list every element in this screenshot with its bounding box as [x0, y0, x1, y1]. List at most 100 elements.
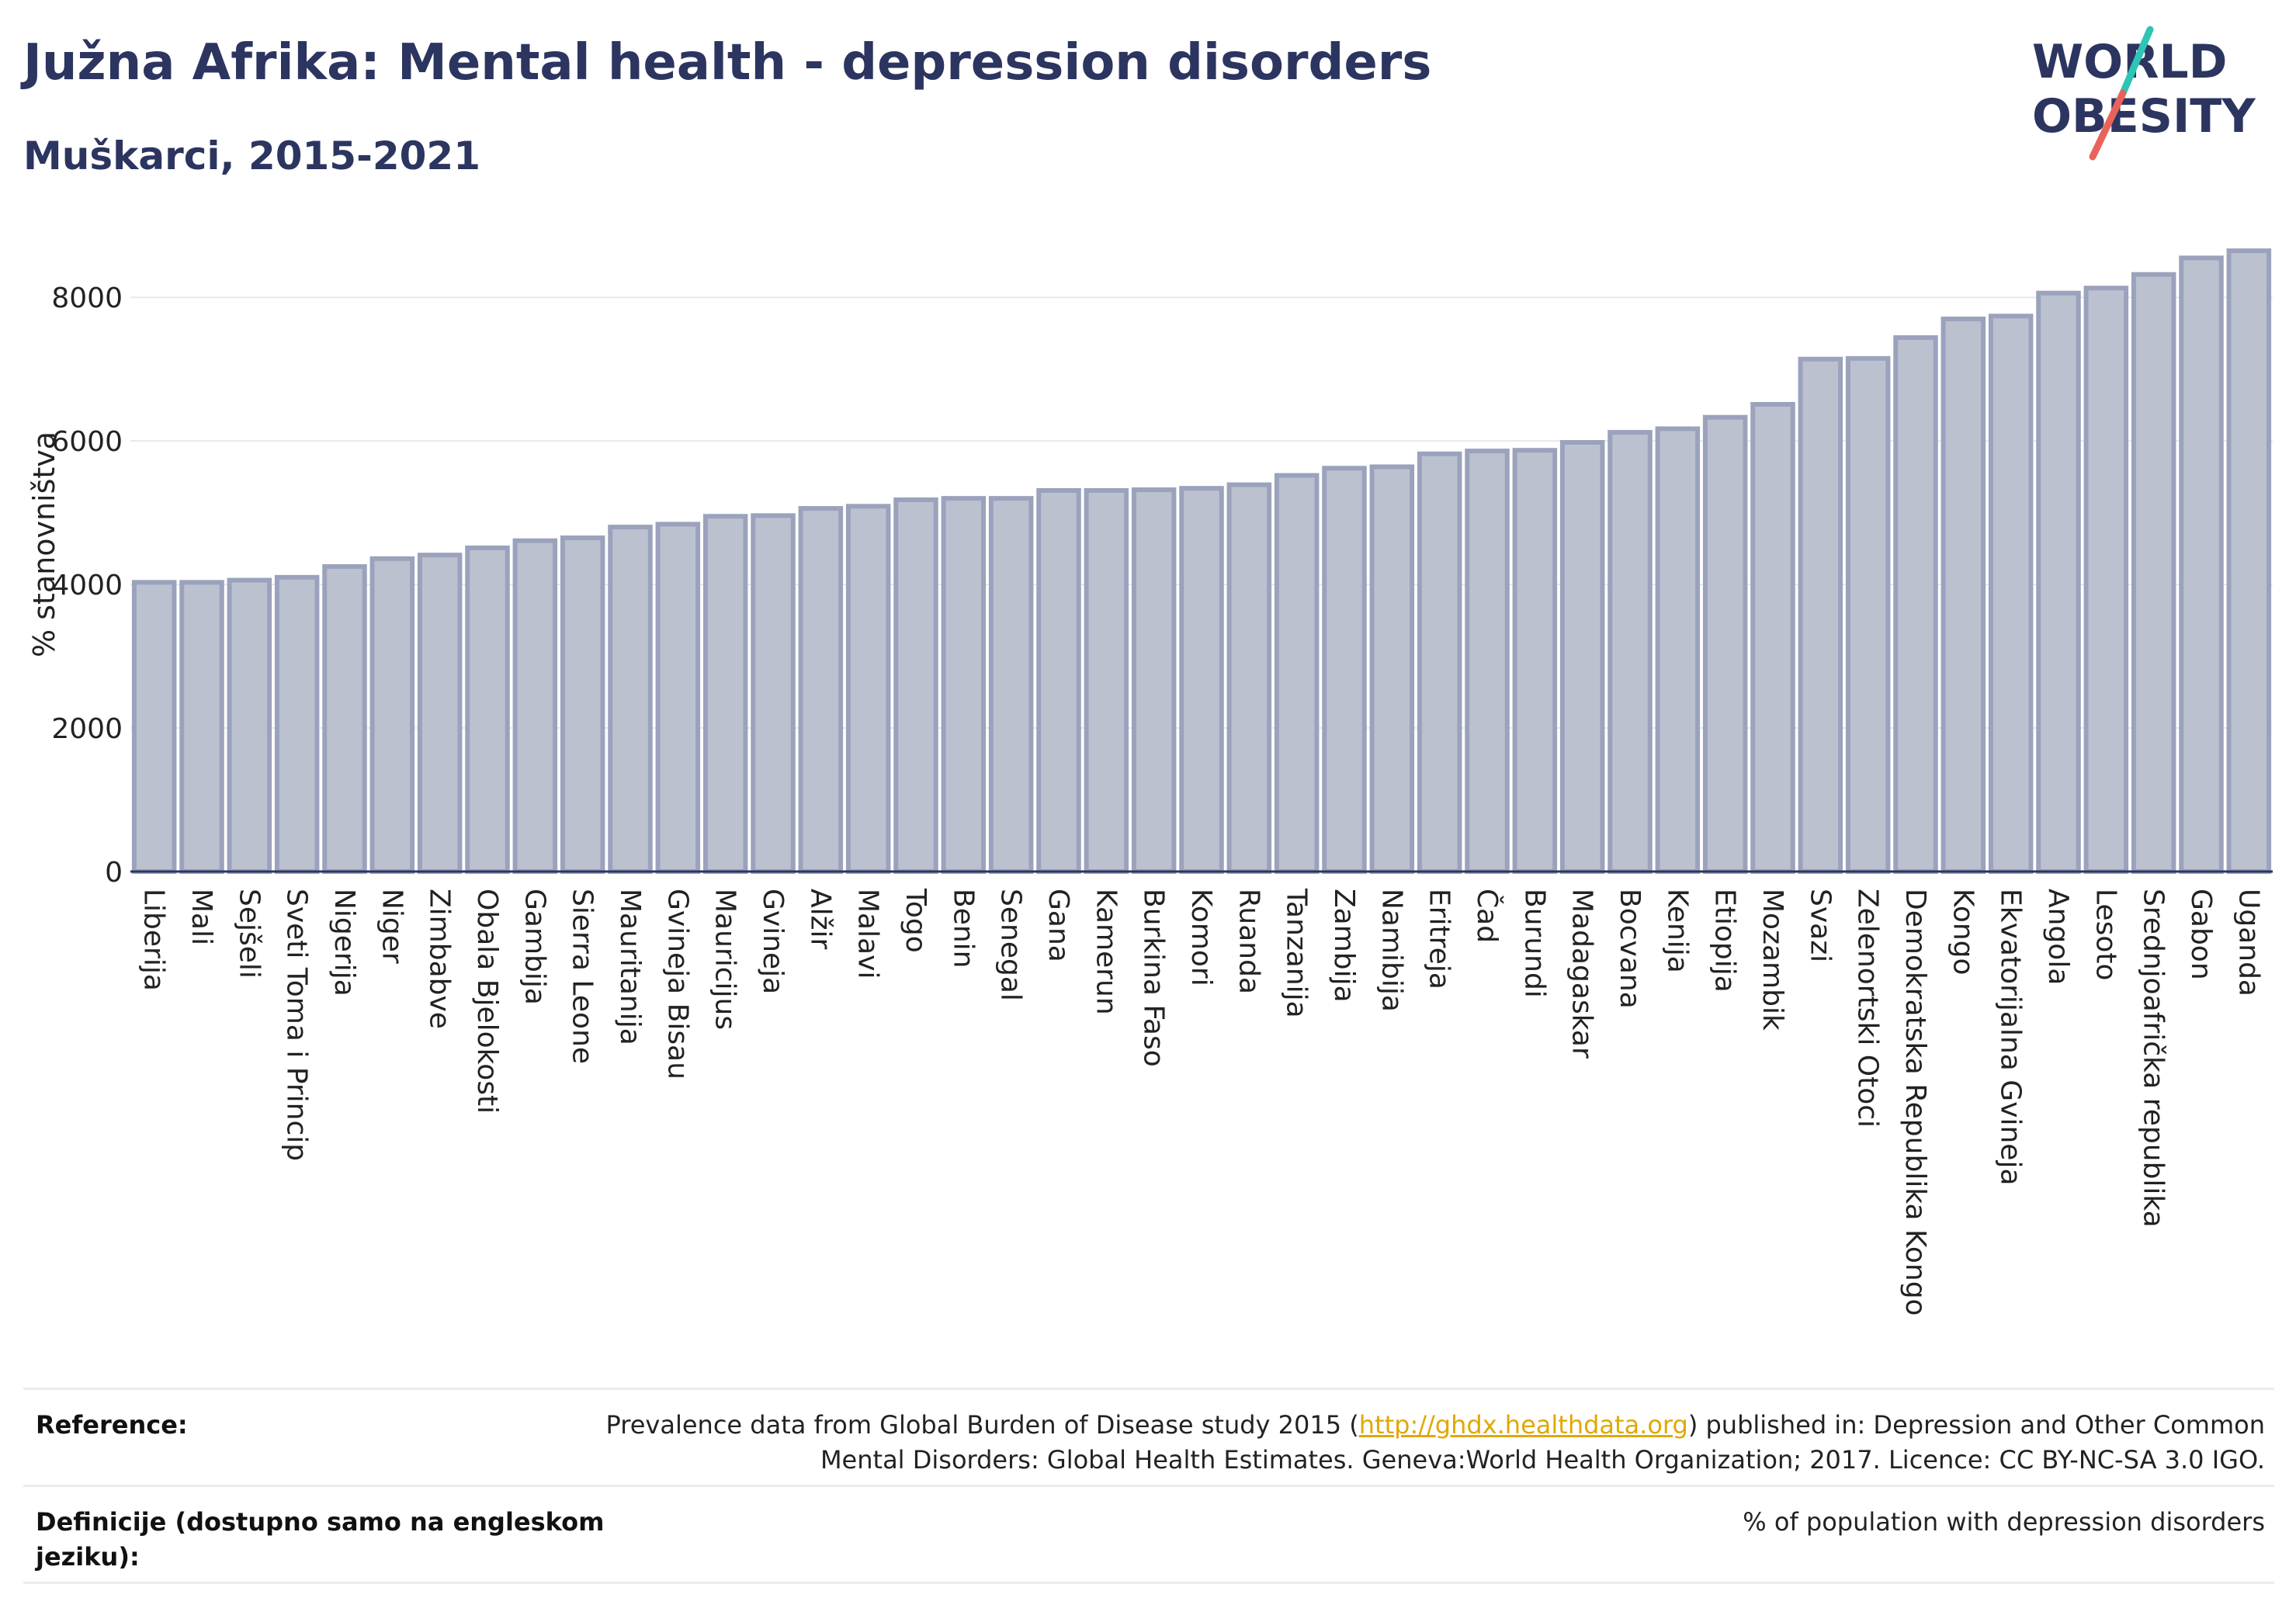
- bar: [1941, 316, 1986, 874]
- x-tick-label: Srednjoafrička republika: [2138, 889, 2169, 1228]
- x-tick-label: Komori: [1185, 889, 1217, 986]
- bar: [179, 580, 224, 874]
- chart-title: Južna Afrika: Mental health - depression…: [23, 34, 1432, 92]
- y-tick-label: 4000: [51, 570, 123, 601]
- bar: [1226, 482, 1272, 874]
- bar: [751, 513, 796, 875]
- bar: [512, 538, 558, 874]
- logo-word-obesity: OBESITY: [2032, 89, 2256, 144]
- x-tick-label: Liberija: [138, 889, 170, 991]
- bar: [465, 545, 510, 874]
- x-tick-label: Zimbabve: [424, 889, 456, 1029]
- x-tick-label: Zelenortski Otoci: [1852, 889, 1884, 1128]
- logo-slash-teal: [2119, 26, 2154, 97]
- bar: [845, 504, 891, 875]
- x-tick-label: Lesoto: [2090, 889, 2121, 981]
- bar: [1322, 466, 1367, 874]
- bar: [131, 580, 177, 874]
- bar: [1131, 487, 1177, 874]
- x-tick-label: Gabon: [2185, 889, 2217, 980]
- bar: [417, 553, 463, 874]
- bar: [655, 522, 701, 875]
- x-tick-label: Alžir: [804, 889, 836, 950]
- bar: [1465, 449, 1510, 874]
- bar: [1559, 440, 1605, 874]
- bar: [2179, 255, 2224, 874]
- x-tick-label: Sejšeli: [233, 889, 265, 979]
- x-tick-label: Sierra Leone: [567, 889, 598, 1064]
- x-tick-label: Namibija: [1375, 889, 1407, 1012]
- x-tick-label: Mauricijus: [709, 889, 741, 1030]
- bar: [941, 496, 987, 874]
- y-tick-label: 2000: [51, 713, 123, 745]
- x-tick-label: Burkina Faso: [1138, 889, 1170, 1067]
- y-axis-label: % stanovništva: [27, 431, 61, 657]
- x-tick-label: Kongo: [1947, 889, 1979, 976]
- bar: [1512, 448, 1558, 874]
- x-tick-label: Svazi: [1804, 889, 1836, 962]
- x-tick-label: Gvineja Bisau: [661, 889, 693, 1080]
- y-tick-label: 8000: [51, 282, 123, 314]
- x-tick-label: Angola: [2042, 889, 2074, 985]
- labels-layer: 0 2000 4000 6000 8000 Liberija Mali Sejšeli Svet…: [27, 282, 2264, 1315]
- x-tick-label: Kamerun: [1090, 889, 1122, 1015]
- bar: [322, 563, 367, 874]
- x-tick-label: Malavi: [852, 889, 884, 979]
- x-tick-label: Mali: [186, 889, 217, 945]
- reference-text: Prevalence data from Global Burden of Di…: [606, 1408, 2265, 1478]
- bar: [1417, 451, 1462, 874]
- bar: [2036, 290, 2081, 874]
- x-tick-label: Uganda: [2232, 889, 2264, 996]
- chart-subtitle: Muškarci, 2015-2021: [23, 133, 481, 178]
- x-tick-label: Burundi: [1518, 889, 1550, 998]
- bar: [1750, 402, 1795, 874]
- bar: [988, 496, 1034, 874]
- bar: [1036, 487, 1081, 875]
- x-tick-label: Nigerija: [328, 889, 360, 996]
- y-tick-label: 0: [105, 857, 123, 889]
- x-tick-label: Bocvana: [1614, 889, 1646, 1009]
- bar: [1845, 355, 1891, 874]
- footer-divider-top: [23, 1388, 2274, 1390]
- bar: [608, 525, 653, 874]
- footer-divider-middle: [23, 1485, 2274, 1487]
- bar: [1702, 414, 1748, 874]
- x-tick-label: Gambija: [519, 889, 550, 1005]
- bar: [1369, 464, 1415, 874]
- x-tick-label: Tanzanija: [1281, 888, 1313, 1018]
- x-tick-label: Gvineja: [757, 889, 789, 994]
- x-tick-label: Čad: [1471, 889, 1503, 943]
- world-obesity-logo: WORLD OBESITY: [2032, 26, 2256, 161]
- x-tick-label: Benin: [947, 889, 979, 968]
- x-tick-label: Sveti Toma i Princip: [281, 889, 313, 1161]
- footer-divider-bottom: [23, 1582, 2274, 1584]
- definition-text: % of population with depression disorder…: [1743, 1507, 2265, 1537]
- bar: [560, 535, 605, 874]
- x-tick-label: Zambija: [1328, 889, 1360, 1003]
- x-tick-label: Gana: [1042, 889, 1074, 962]
- reference-line-1: Prevalence data from Global Burden of Di…: [605, 1410, 2265, 1440]
- x-tick-label: Senegal: [995, 889, 1027, 1001]
- bar: [1179, 486, 1224, 874]
- bar-chart: 0 2000 4000 6000 8000 Liberija Mali Sejšeli Svet…: [27, 248, 2273, 1316]
- x-tick-label: Madagaskar: [1566, 889, 1598, 1059]
- x-tick-label: Mozambik: [1757, 889, 1788, 1031]
- reference-label: Reference:: [36, 1410, 188, 1440]
- bar: [1798, 356, 1843, 874]
- x-tick-label: Mauritanija: [614, 889, 646, 1045]
- logo-slash-coral: [2089, 89, 2127, 161]
- bar: [893, 497, 938, 874]
- bar: [702, 514, 748, 874]
- x-tick-label: Ruanda: [1233, 889, 1264, 994]
- bar: [2083, 286, 2129, 874]
- bar: [1274, 473, 1320, 874]
- bar: [227, 577, 272, 874]
- reference-line-2: Mental Disorders: Global Health Estimate…: [820, 1445, 2265, 1475]
- bar: [1608, 430, 1653, 874]
- y-tick-label: 6000: [51, 426, 123, 458]
- x-tick-label: Niger: [376, 889, 408, 964]
- bar: [274, 574, 320, 874]
- reference-link[interactable]: http://ghdx.healthdata.org: [1358, 1410, 1688, 1440]
- bar: [1893, 335, 1938, 875]
- bar: [798, 506, 844, 875]
